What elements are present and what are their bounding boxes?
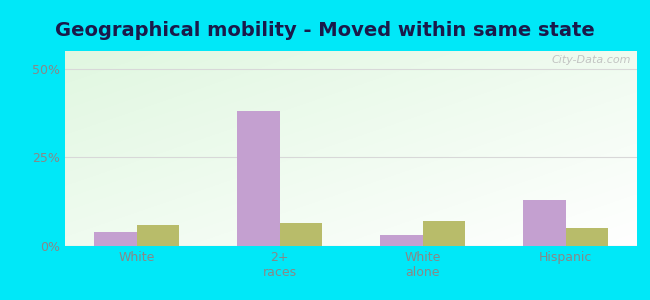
Bar [380, 236, 422, 246]
Bar [237, 111, 280, 246]
Bar [566, 228, 608, 246]
Bar [422, 221, 465, 246]
Bar [136, 225, 179, 246]
Text: Geographical mobility - Moved within same state: Geographical mobility - Moved within sam… [55, 21, 595, 40]
Bar [280, 223, 322, 246]
Bar [94, 232, 136, 246]
Text: City-Data.com: City-Data.com [552, 55, 631, 65]
Bar [523, 200, 566, 246]
